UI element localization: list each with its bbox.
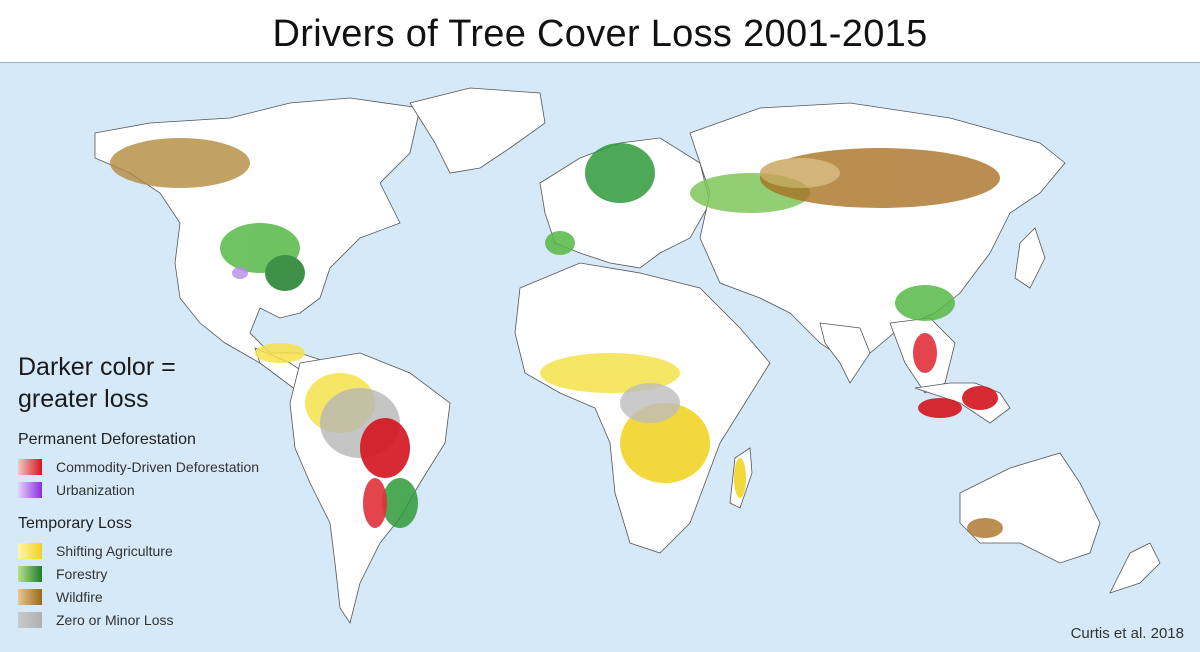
map-title: Drivers of Tree Cover Loss 2001-2015: [272, 12, 928, 55]
legend-item-urbanization: Urbanization: [18, 478, 259, 501]
forestry-swatch: [18, 565, 42, 582]
legend-item-commodity: Commodity-Driven Deforestation: [18, 455, 259, 478]
legend-item-minor-loss: Zero or Minor Loss: [18, 608, 259, 631]
wildfire-swatch: [18, 588, 42, 605]
wildfire-loss-areas: [110, 138, 1003, 538]
legend-label: Zero or Minor Loss: [56, 611, 174, 628]
legend-label: Forestry: [56, 565, 108, 582]
legend-label: Commodity-Driven Deforestation: [56, 458, 260, 475]
commodity-deforestation-areas: [360, 333, 998, 528]
map-canvas: [94, 87, 1161, 624]
minor-loss-swatch: [18, 611, 42, 628]
greenland-landmass: [409, 87, 546, 174]
commodity-swatch: [18, 458, 42, 475]
india-landmass: [819, 322, 871, 384]
new-zealand-landmass: [1109, 542, 1161, 594]
legend-item-shifting-agriculture: Shifting Agriculture: [18, 539, 259, 562]
legend-label: Shifting Agriculture: [56, 542, 173, 559]
urbanization-areas: [232, 267, 248, 279]
japan-landmass: [1014, 227, 1046, 289]
shifting-agriculture-swatch: [18, 542, 42, 559]
title-bar: Drivers of Tree Cover Loss 2001-2015: [0, 0, 1200, 63]
asia-landmass: [689, 102, 1066, 364]
source-credit: Curtis et al. 2018: [1070, 625, 1184, 642]
world-map: Darker color = greater loss Permanent De…: [0, 63, 1200, 652]
legend-label: Urbanization: [56, 481, 135, 498]
legend-label: Wildfire: [56, 588, 103, 605]
legend-group-temporary: Temporary Loss: [18, 515, 132, 532]
map-legend: Darker color = greater loss Permanent De…: [18, 351, 259, 631]
legend-item-forestry: Forestry: [18, 562, 259, 585]
legend-item-wildfire: Wildfire: [18, 585, 259, 608]
legend-note: Darker color = greater loss: [18, 353, 176, 413]
urbanization-swatch: [18, 481, 42, 498]
australia-landmass: [959, 452, 1101, 564]
legend-group-permanent: Permanent Deforestation: [18, 431, 196, 448]
